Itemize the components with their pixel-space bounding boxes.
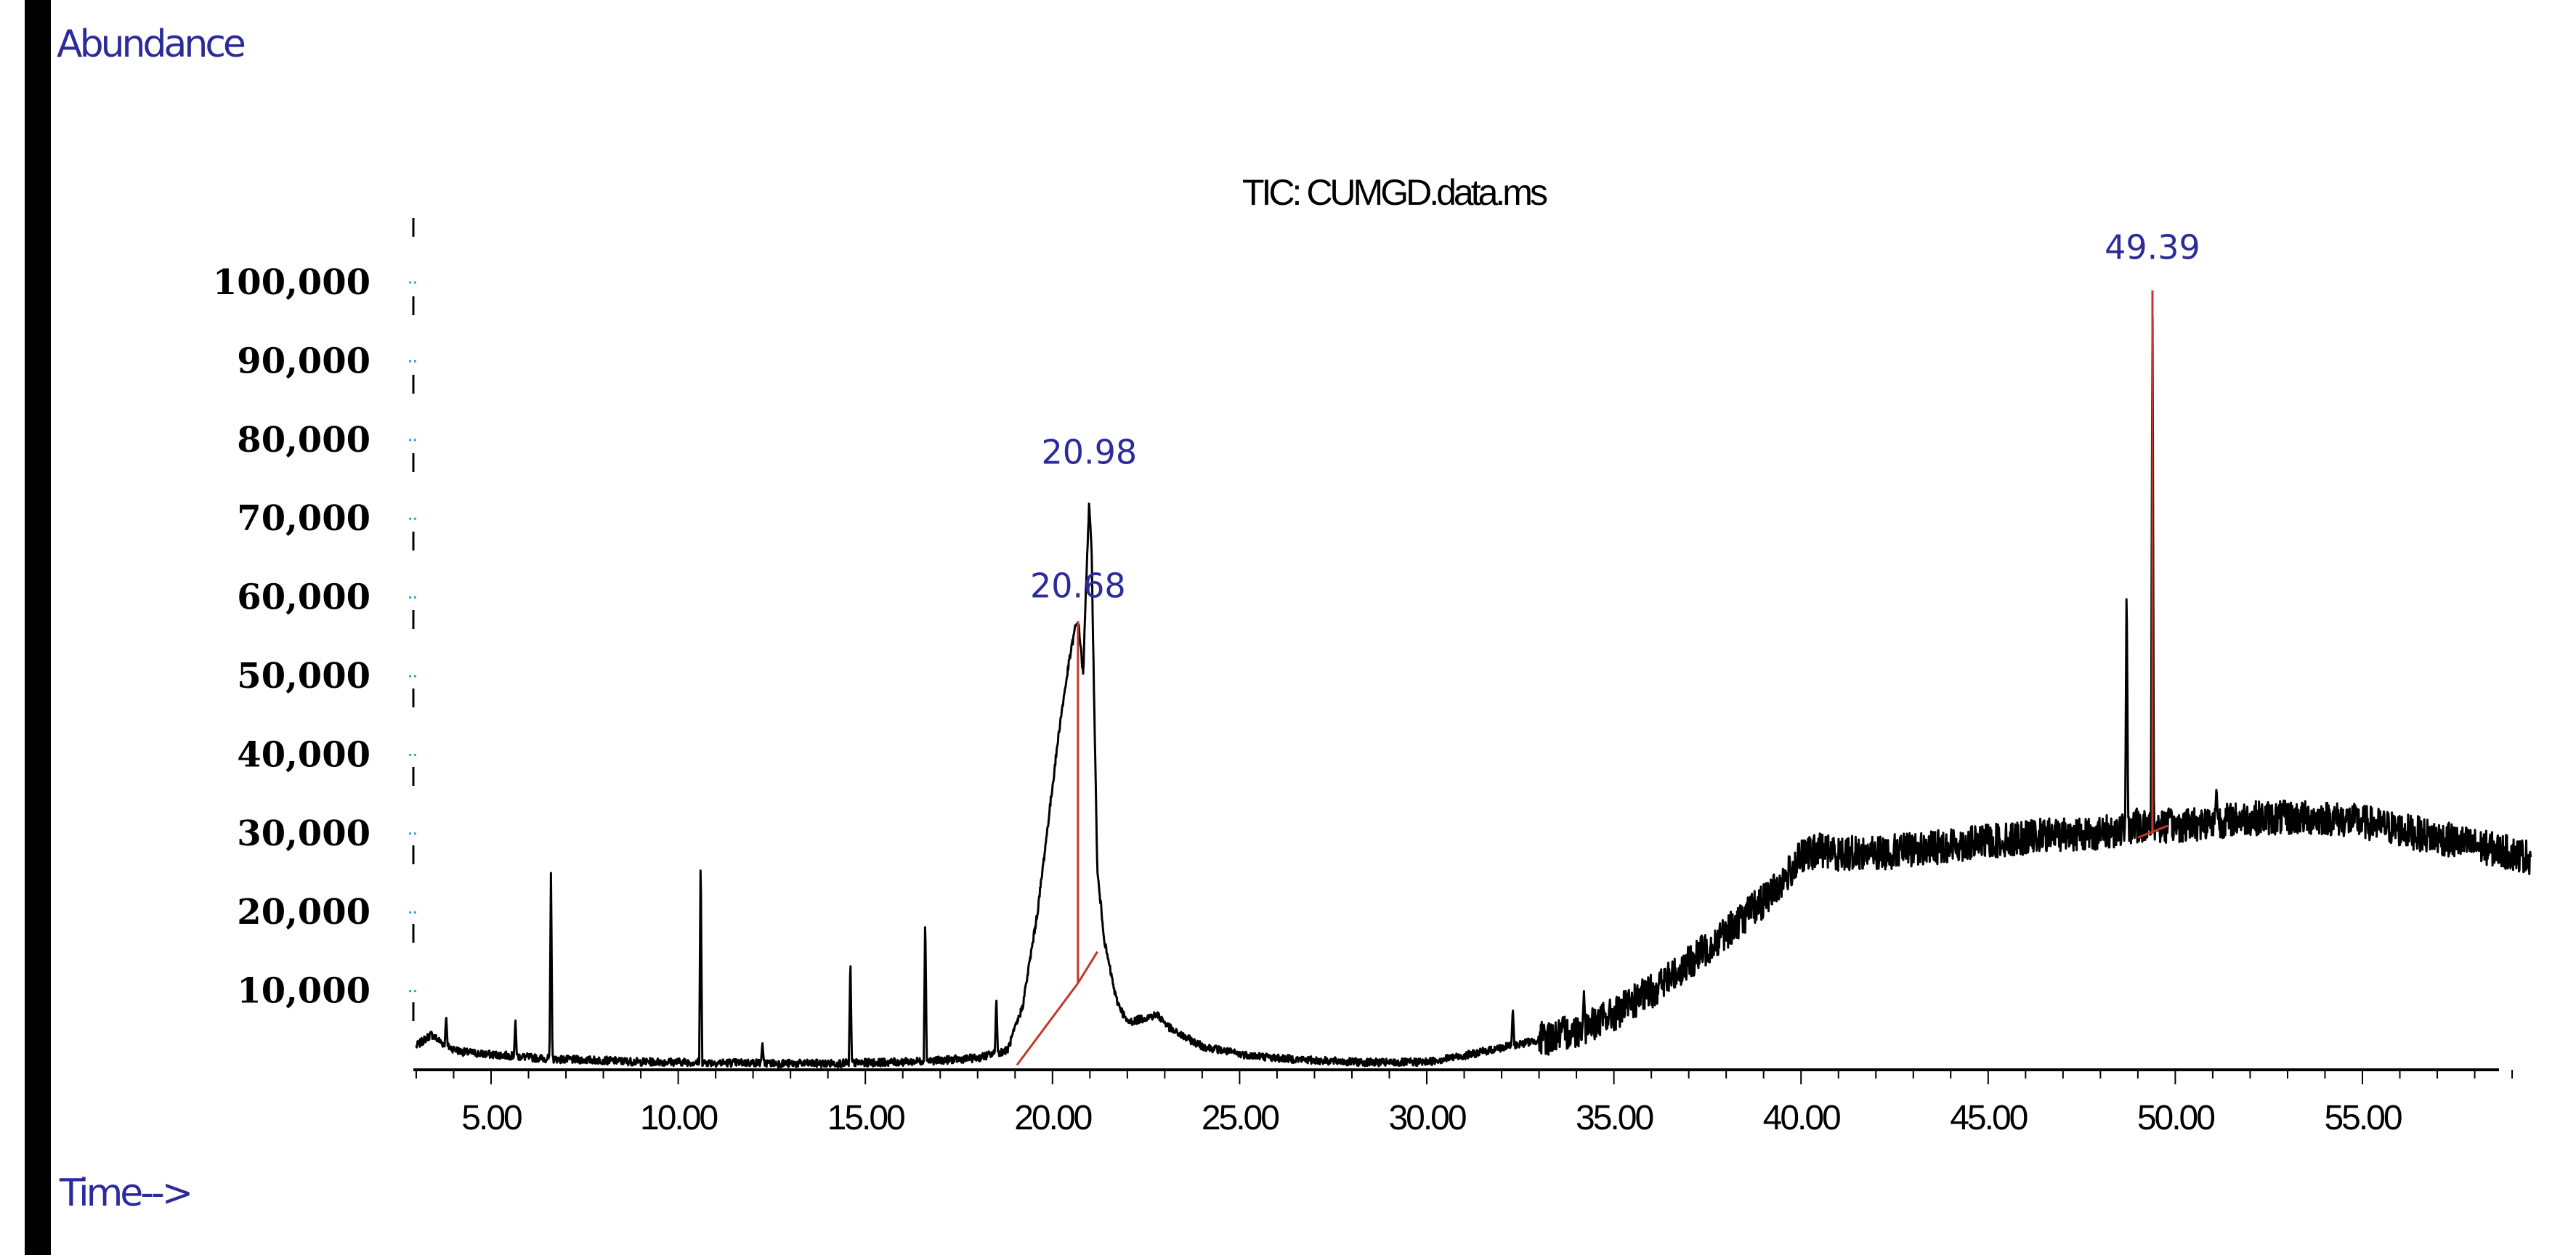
integration-baseline (1077, 951, 1098, 984)
y-ticks: 10,000 20,000 30,000 40,000 50,000 60,000 70,0… (213, 262, 418, 1012)
peak-label: 20.68 (1030, 566, 1126, 606)
y-tick-label: 100,000 (213, 262, 370, 303)
x-tick-label: 5.00 (461, 1099, 522, 1137)
x-tick-label: 20.00 (1014, 1099, 1091, 1137)
y-tick-label: 60,000 (237, 577, 370, 618)
left-frame-bar (25, 0, 51, 1255)
y-tick-label: 20,000 (237, 892, 370, 933)
plot-area (415, 290, 2532, 1068)
axes (412, 218, 2499, 1071)
y-tick-label: 70,000 (237, 498, 370, 539)
y-tick-label: 50,000 (237, 656, 370, 696)
peak-label: 49.39 (2105, 227, 2200, 267)
y-tick-label: 10,000 (237, 971, 370, 1012)
x-tick-label: 50.00 (2137, 1099, 2214, 1137)
x-tick-label: 35.00 (1576, 1099, 1653, 1137)
x-tick-label: 15.00 (827, 1099, 904, 1137)
y-tick-label: 80,000 (237, 420, 370, 460)
y-tick-label: 90,000 (237, 341, 370, 381)
peak-labels: 20.98 20.68 49.39 (1030, 227, 2200, 605)
x-axis-label: Time--> (59, 1171, 190, 1215)
chart-title: TIC: CUMGD.data.ms (1242, 172, 1547, 213)
tic-trace-line (415, 316, 2532, 1068)
y-axis-label: Abundance (57, 23, 245, 66)
x-tick-label: 40.00 (1763, 1099, 1840, 1137)
y-tick-label: 30,000 (237, 813, 370, 854)
x-tick-label: 30.00 (1388, 1099, 1465, 1137)
x-ticks: 5.00 10.00 15.00 20.00 25.00 30.00 35.00 40.00 4… (415, 1070, 2514, 1137)
x-tick-label: 10.00 (640, 1099, 717, 1137)
x-tick-label: 45.00 (1950, 1099, 2027, 1137)
y-tick-label: 40,000 (237, 734, 370, 775)
peak-label: 20.98 (1041, 432, 1137, 471)
integration-baseline (1016, 982, 1080, 1066)
x-tick-label: 55.00 (2324, 1099, 2401, 1137)
x-tick-label: 25.00 (1202, 1099, 1279, 1137)
